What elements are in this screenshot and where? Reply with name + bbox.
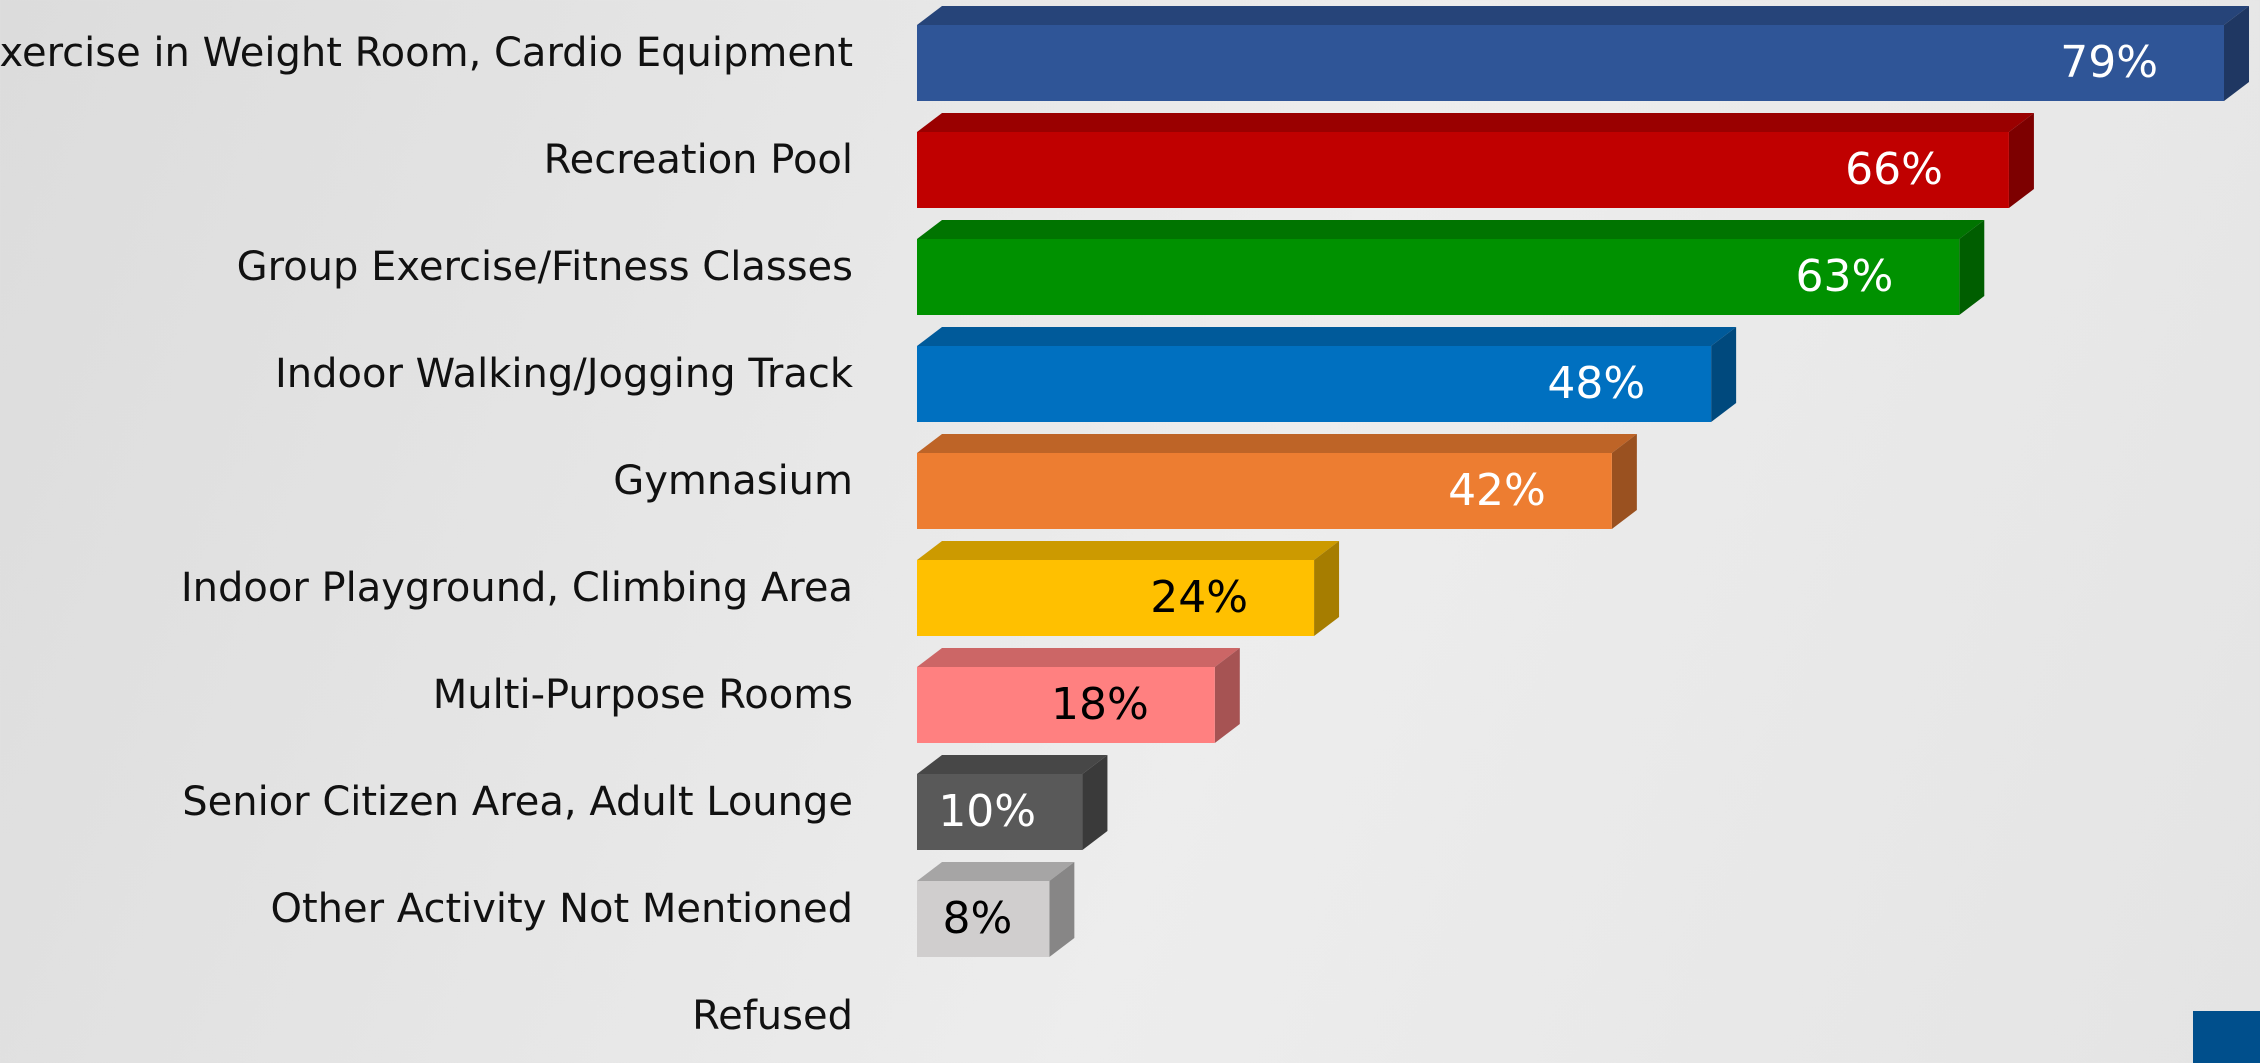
bar — [917, 239, 1960, 315]
category-label: Gymnasium — [613, 458, 853, 504]
bar-top — [917, 327, 1737, 346]
bar — [917, 25, 2224, 101]
bar-top — [917, 541, 1340, 560]
value-label: 24% — [1150, 572, 1248, 623]
value-label: 10% — [938, 786, 1036, 837]
bar — [917, 774, 1083, 850]
bar-top — [917, 755, 1108, 774]
category-label: Refused — [692, 993, 853, 1039]
bar — [917, 667, 1215, 743]
value-label: 48% — [1547, 358, 1645, 409]
category-label: Other Activity Not Mentioned — [271, 886, 853, 932]
bar-side — [1049, 862, 1075, 957]
value-label: 42% — [1448, 465, 1546, 516]
bar-side — [1959, 220, 1985, 315]
bar-top — [917, 113, 2034, 132]
bar-top — [917, 434, 1637, 453]
category-label: Multi-Purpose Rooms — [433, 672, 853, 718]
bar — [917, 132, 2009, 208]
category-label: Group Exercise/Fitness Classes — [237, 244, 853, 290]
bar — [917, 346, 1712, 422]
bar-side — [1214, 648, 1240, 743]
category-label: Senior Citizen Area, Adult Lounge — [182, 779, 853, 825]
category-label: Exercise in Weight Room, Cardio Equipmen… — [0, 30, 853, 76]
bar — [917, 453, 1612, 529]
bar — [917, 560, 1315, 636]
bar-side — [1711, 327, 1737, 422]
bar-top — [917, 6, 2249, 25]
value-label: 8% — [942, 893, 1012, 944]
category-label: Recreation Pool — [544, 137, 853, 183]
category-label: Indoor Walking/Jogging Track — [275, 351, 854, 397]
value-label: 18% — [1051, 679, 1149, 730]
bar-side — [2224, 6, 2249, 101]
bar — [917, 881, 1050, 957]
bar-side — [1611, 434, 1637, 529]
value-label: 79% — [2060, 37, 2158, 88]
corner-decoration — [2193, 1011, 2260, 1063]
bar-side — [2008, 113, 2034, 208]
bar-top — [917, 862, 1075, 881]
bar-side — [1314, 541, 1340, 636]
value-label: 63% — [1795, 251, 1893, 302]
bar-top — [917, 648, 1240, 667]
bar-side — [1082, 755, 1108, 850]
value-label: 66% — [1845, 144, 1943, 195]
bar-top — [917, 220, 1985, 239]
category-label: Indoor Playground, Climbing Area — [181, 565, 853, 611]
